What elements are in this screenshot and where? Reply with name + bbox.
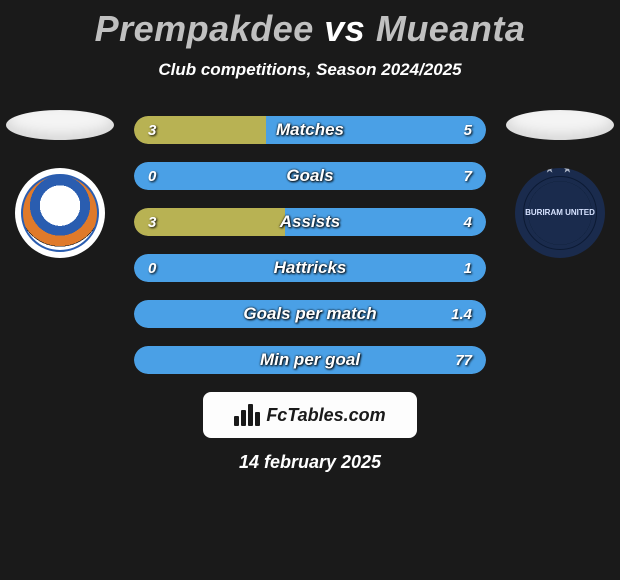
stat-row: Min per goal77 bbox=[134, 346, 486, 374]
badge-stars-icon: ★ ★ ★ ★ bbox=[515, 168, 605, 175]
stat-value-player1: 0 bbox=[148, 254, 156, 282]
subtitle: Club competitions, Season 2024/2025 bbox=[0, 60, 620, 80]
stat-value-player2: 1 bbox=[464, 254, 472, 282]
stat-label: Matches bbox=[134, 116, 486, 144]
stat-row: Goals0 7 bbox=[134, 162, 486, 190]
player1-name: Prempakdee bbox=[95, 8, 314, 49]
date-stamp: 14 february 2025 bbox=[0, 452, 620, 473]
comparison-infographic: Prempakdee vs Mueanta Club competitions,… bbox=[0, 0, 620, 580]
player1-club-badge bbox=[15, 168, 105, 258]
stat-value-player2: 5 bbox=[464, 116, 472, 144]
stat-value-player2: 7 bbox=[464, 162, 472, 190]
stat-bars: Matches35Goals07Assists34Hattricks01Goal… bbox=[120, 110, 500, 374]
brand-text: FcTables.com bbox=[266, 405, 385, 426]
stat-value-player1: 0 bbox=[148, 162, 156, 190]
page-title: Prempakdee vs Mueanta bbox=[0, 0, 620, 50]
fctables-logo-icon bbox=[234, 402, 260, 428]
stats-section: ★ ★ ★ ★ BURIRAM UNITED Matches35Goals07A… bbox=[0, 110, 620, 400]
player2-photo-placeholder bbox=[506, 110, 614, 140]
brand-box: FcTables.com bbox=[203, 392, 417, 438]
stat-value-player1: 3 bbox=[148, 116, 156, 144]
club-badge-inner bbox=[21, 174, 99, 252]
player1-column bbox=[0, 110, 120, 400]
stat-row: Goals per match1.4 bbox=[134, 300, 486, 328]
stat-label: Goals bbox=[134, 162, 486, 190]
stat-label: Goals per match bbox=[134, 300, 486, 328]
stat-value-player2: 1.4 bbox=[451, 300, 472, 328]
stat-value-player1: 3 bbox=[148, 208, 156, 236]
stat-label: Hattricks bbox=[134, 254, 486, 282]
vs-separator: vs bbox=[324, 8, 365, 49]
stat-row: Matches3 5 bbox=[134, 116, 486, 144]
stat-label: Min per goal bbox=[134, 346, 486, 374]
player2-name: Mueanta bbox=[376, 8, 526, 49]
stat-row: Assists3 4 bbox=[134, 208, 486, 236]
player1-photo-placeholder bbox=[6, 110, 114, 140]
player2-club-badge: ★ ★ ★ ★ BURIRAM UNITED bbox=[515, 168, 605, 258]
stat-value-player2: 4 bbox=[464, 208, 472, 236]
stat-row: Hattricks0 1 bbox=[134, 254, 486, 282]
club-badge-inner: BURIRAM UNITED bbox=[523, 176, 597, 250]
club-badge-text: BURIRAM UNITED bbox=[525, 209, 595, 218]
player2-column: ★ ★ ★ ★ BURIRAM UNITED bbox=[500, 110, 620, 400]
stat-value-player2: 77 bbox=[455, 346, 472, 374]
stat-label: Assists bbox=[134, 208, 486, 236]
